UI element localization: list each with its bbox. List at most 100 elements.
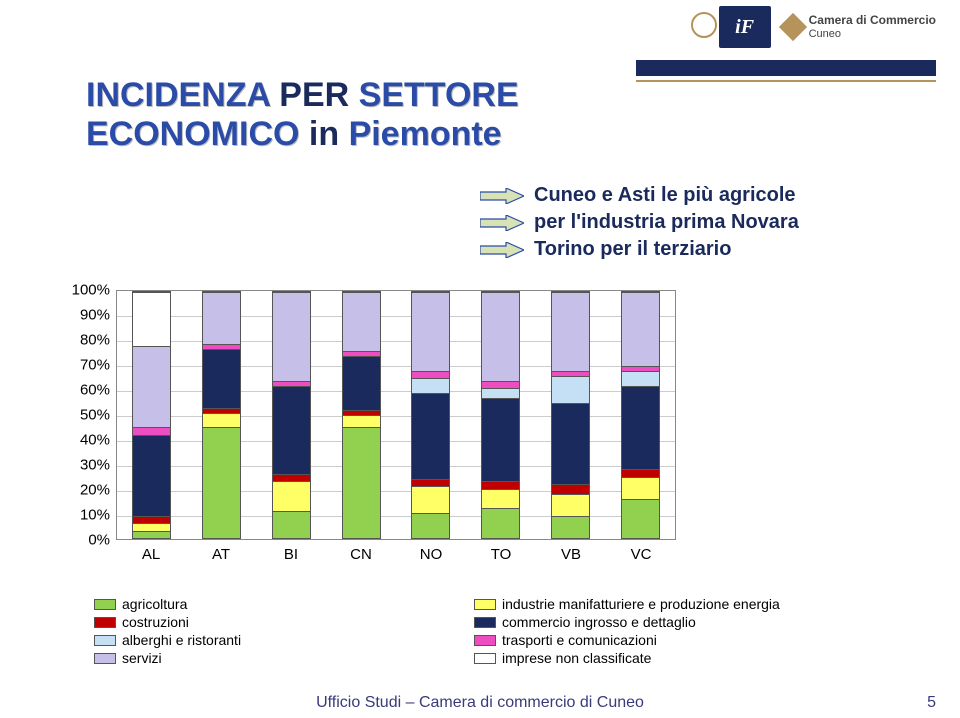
x-tick-label: VB bbox=[561, 546, 581, 563]
y-tick-label: 80% bbox=[60, 332, 110, 349]
chart: 0%10%20%30%40%50%60%70%80%90%100% ALATBI… bbox=[60, 290, 700, 580]
bar-segment-agricoltura bbox=[273, 511, 310, 538]
bar-segment-costruzioni bbox=[552, 484, 589, 494]
chart-plot bbox=[116, 290, 676, 540]
legend-swatch bbox=[94, 635, 116, 646]
bar-segment-agricoltura bbox=[343, 427, 380, 538]
bar-segment-commercio bbox=[622, 386, 659, 470]
legend-label: costruzioni bbox=[122, 614, 189, 630]
y-tick-label: 20% bbox=[60, 482, 110, 499]
bar-segment-industrie bbox=[273, 481, 310, 511]
y-tick-label: 90% bbox=[60, 307, 110, 324]
legend-swatch bbox=[94, 599, 116, 610]
bar-segment-alberghi bbox=[622, 371, 659, 386]
y-tick-label: 0% bbox=[60, 532, 110, 549]
legend-item: costruzioni bbox=[94, 614, 474, 630]
legend-swatch bbox=[94, 617, 116, 628]
x-tick-label: CN bbox=[350, 546, 372, 563]
y-tick-label: 60% bbox=[60, 382, 110, 399]
legend-swatch bbox=[474, 653, 496, 664]
page-number: 5 bbox=[927, 694, 936, 712]
bar-stack bbox=[481, 291, 520, 539]
bar-column bbox=[466, 291, 536, 539]
legend-label: trasporti e comunicazioni bbox=[502, 632, 657, 648]
bar-segment-servizi bbox=[133, 346, 170, 427]
legend-item: commercio ingrosso e dettaglio bbox=[474, 614, 854, 630]
bar-segment-agricoltura bbox=[203, 427, 240, 538]
bar-segment-industrie bbox=[412, 486, 449, 513]
legend-swatch bbox=[474, 635, 496, 646]
legend-item: servizi bbox=[94, 650, 474, 666]
bullet-item: Cuneo e Asti le più agricole bbox=[480, 184, 799, 207]
bar-stack bbox=[202, 291, 241, 539]
bar-segment-industrie bbox=[203, 413, 240, 428]
bar-segment-commercio bbox=[412, 393, 449, 479]
legend-item: imprese non classificate bbox=[474, 650, 854, 666]
bar-segment-costruzioni bbox=[273, 474, 310, 481]
bar-stack bbox=[411, 291, 450, 539]
x-tick-label: AT bbox=[212, 546, 230, 563]
cc-line1: Camera di Commercio bbox=[809, 13, 936, 27]
cc-logo-icon bbox=[778, 13, 806, 41]
bullet-text: Torino per il terziario bbox=[534, 238, 731, 261]
bar-segment-commercio bbox=[203, 349, 240, 408]
bar-stack bbox=[621, 291, 660, 539]
y-tick-label: 100% bbox=[60, 282, 110, 299]
legend-item: trasporti e comunicazioni bbox=[474, 632, 854, 648]
header-logos: iF Camera di Commercio Cuneo bbox=[695, 0, 960, 54]
legend-label: imprese non classificate bbox=[502, 650, 651, 666]
legend-item: alberghi e ristoranti bbox=[94, 632, 474, 648]
legend-label: servizi bbox=[122, 650, 162, 666]
y-tick-label: 70% bbox=[60, 357, 110, 374]
legend-label: alberghi e ristoranti bbox=[122, 632, 241, 648]
legend-item: industrie manifatturiere e produzione en… bbox=[474, 596, 854, 612]
bar-segment-servizi bbox=[273, 292, 310, 381]
header-rule bbox=[636, 60, 936, 76]
bar-segment-alberghi bbox=[552, 376, 589, 403]
bar-segment-trasporti bbox=[133, 427, 170, 434]
bar-segment-industrie bbox=[552, 494, 589, 516]
bar-segment-commercio bbox=[482, 398, 519, 482]
legend-label: commercio ingrosso e dettaglio bbox=[502, 614, 696, 630]
bar-segment-trasporti bbox=[412, 371, 449, 378]
bar-segment-costruzioni bbox=[622, 469, 659, 476]
bullet-item: per l'industria prima Novara bbox=[480, 211, 799, 234]
bar-segment-costruzioni bbox=[412, 479, 449, 486]
x-tick-label: VC bbox=[631, 546, 652, 563]
bar-segment-agricoltura bbox=[552, 516, 589, 538]
bullet-text: Cuneo e Asti le più agricole bbox=[534, 184, 796, 207]
legend-swatch bbox=[474, 617, 496, 628]
legend: agricoltura industrie manifatturiere e pr… bbox=[94, 596, 854, 666]
bar-column bbox=[536, 291, 606, 539]
cc-line2: Cuneo bbox=[809, 28, 841, 40]
cc-logo-text: Camera di Commercio Cuneo bbox=[809, 14, 936, 39]
bar-segment-commercio bbox=[273, 386, 310, 475]
bar-segment-servizi bbox=[482, 292, 519, 381]
bar-segment-trasporti bbox=[482, 381, 519, 388]
y-tick-label: 10% bbox=[60, 507, 110, 524]
bar-segment-servizi bbox=[412, 292, 449, 371]
x-tick-label: BI bbox=[284, 546, 298, 563]
bar-segment-industrie bbox=[622, 477, 659, 499]
x-tick-label: AL bbox=[142, 546, 160, 563]
arrow-icon bbox=[480, 188, 524, 204]
bar-column bbox=[396, 291, 466, 539]
bar-segment-costruzioni bbox=[133, 516, 170, 523]
bar-column bbox=[187, 291, 257, 539]
legend-label: industrie manifatturiere e produzione en… bbox=[502, 596, 780, 612]
bar-segment-servizi bbox=[552, 292, 589, 371]
bar-segment-commercio bbox=[133, 435, 170, 516]
bar-stack bbox=[132, 291, 171, 539]
bar-column bbox=[326, 291, 396, 539]
bullet-item: Torino per il terziario bbox=[480, 238, 799, 261]
legend-label: agricoltura bbox=[122, 596, 187, 612]
legend-swatch bbox=[474, 599, 496, 610]
bar-segment-servizi bbox=[343, 292, 380, 351]
bar-stack bbox=[551, 291, 590, 539]
bar-segment-costruzioni bbox=[482, 481, 519, 488]
footer-text: Ufficio Studi – Camera di commercio di C… bbox=[0, 694, 960, 712]
bullet-list: Cuneo e Asti le più agricole per l'indust… bbox=[480, 180, 799, 265]
bar-segment-agricoltura bbox=[133, 531, 170, 538]
x-tick-label: TO bbox=[491, 546, 512, 563]
cc-logo: Camera di Commercio Cuneo bbox=[783, 14, 936, 39]
